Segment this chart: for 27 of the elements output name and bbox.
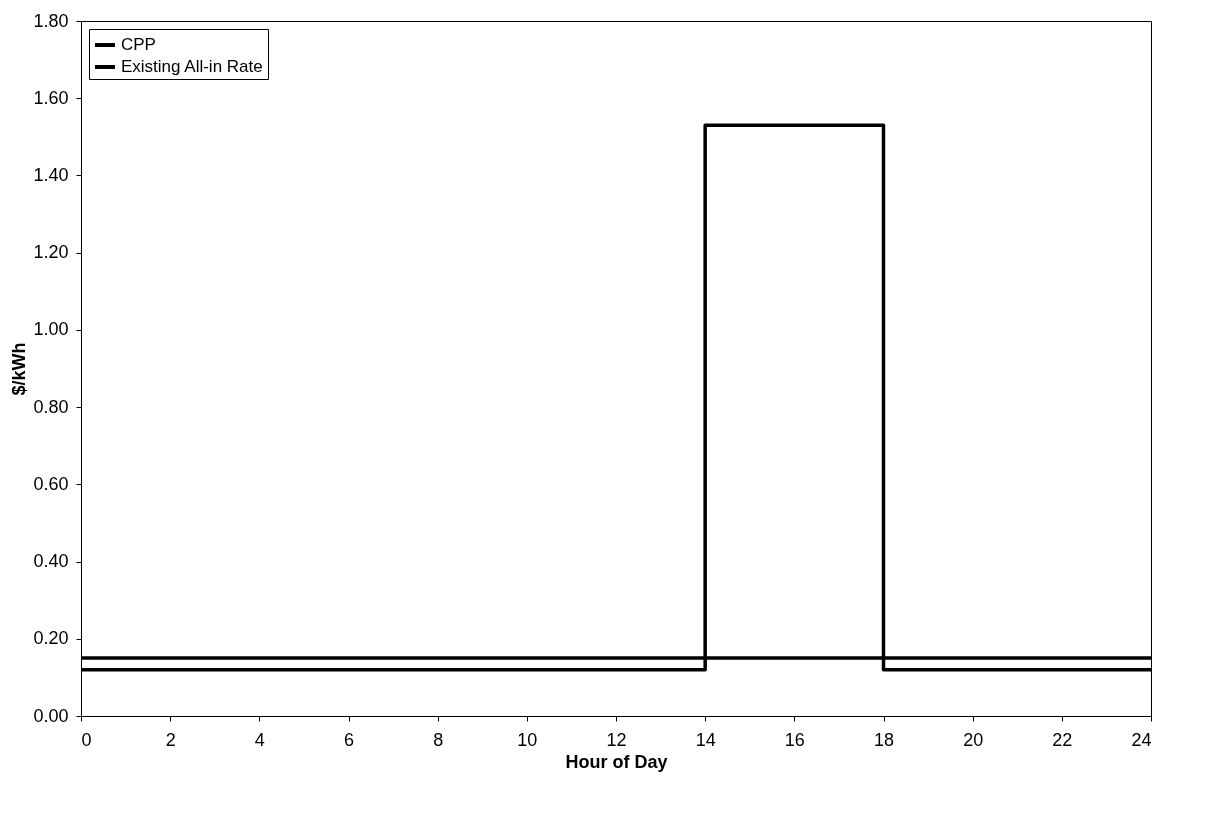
y-tick-label: 0.20 [33,628,69,649]
y-tick-label: 0.60 [33,473,69,494]
y-tick-label: 1.60 [33,87,69,108]
y-tick-label: 0.40 [33,551,69,572]
x-tick-label: 16 [784,729,805,750]
x-tick-label: 0 [81,729,92,750]
y-tick-label: 1.80 [33,10,69,31]
y-tick-label: 1.00 [33,319,69,340]
x-tick-label: 18 [873,729,895,750]
x-tick-label: 6 [343,729,355,750]
y-tick-label: 1.40 [33,164,69,185]
x-axis-title: Hour of Day [565,751,668,772]
x-tick-label: 8 [433,729,444,750]
y-tick-label: 0.00 [33,705,69,726]
x-tick-label: 4 [254,729,265,750]
legend-label: Existing All-in Rate [121,57,263,76]
x-tick-label: 12 [606,729,627,750]
x-tick-label: 10 [517,729,538,750]
x-tick-label: 22 [1052,729,1073,750]
y-axis-title: $/kWh [9,342,30,396]
x-tick-label: 2 [165,729,176,750]
x-tick-label: 24 [1131,729,1152,750]
x-tick-label: 14 [695,729,716,750]
legend-label: CPP [121,35,156,54]
y-tick-label: 0.80 [33,396,69,417]
x-tick-label: 20 [963,729,984,750]
y-tick-label: 1.20 [33,242,69,263]
